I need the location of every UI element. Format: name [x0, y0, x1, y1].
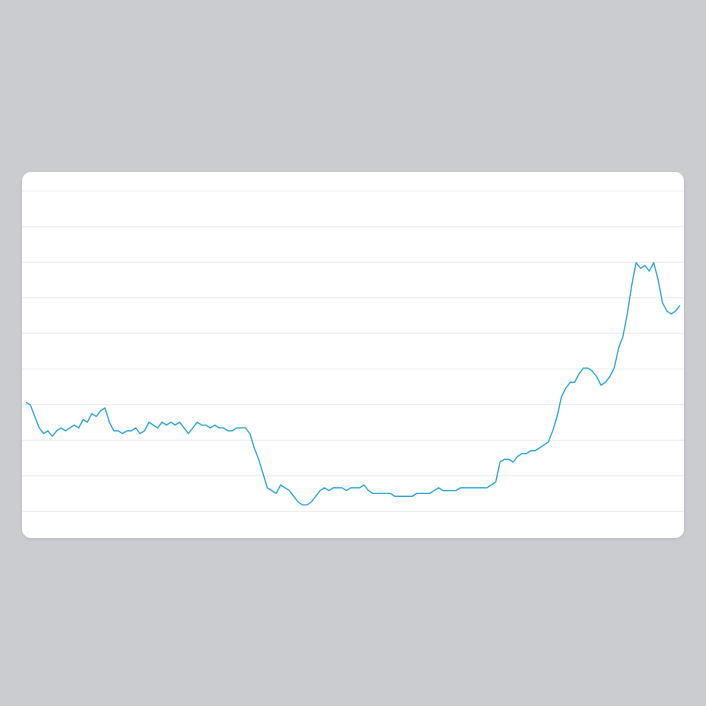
chart-card [22, 172, 684, 538]
gridlines [22, 190, 684, 512]
series-layer [25, 261, 681, 506]
series-line [25, 261, 681, 506]
line-chart [22, 190, 684, 512]
